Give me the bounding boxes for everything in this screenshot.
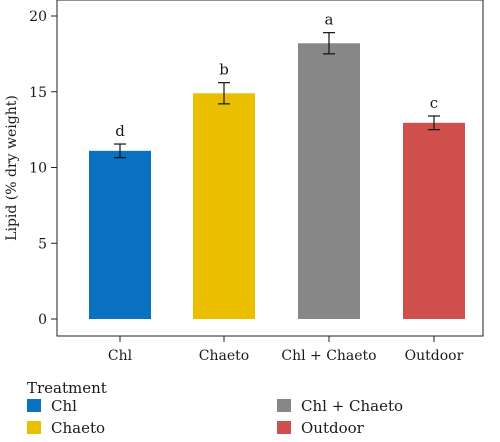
legend-label-chaeto: Chaeto <box>51 419 105 437</box>
legend-swatch-chaeto <box>27 421 41 434</box>
y-tick-label: 0 <box>38 312 47 328</box>
y-tick-label: 5 <box>38 236 47 252</box>
y-axis-title: Lipid (% dry weight) <box>4 95 20 241</box>
y-tick-labels: 0 5 10 15 20 <box>29 9 57 328</box>
x-tick-labels: Chl Chaeto Chl + Chaeto Outdoor <box>108 336 464 364</box>
y-tick-label: 10 <box>29 161 47 177</box>
significance-label-chaeto: b <box>219 61 229 79</box>
legend-title: Treatment <box>27 379 107 397</box>
x-tick-label-chl: Chl <box>108 348 133 364</box>
bar-chaeto <box>193 93 255 319</box>
bar-series <box>89 43 465 320</box>
significance-labels: d b a c <box>115 11 438 140</box>
legend-label-chl-chaeto: Chl + Chaeto <box>301 397 403 415</box>
bar-outdoor <box>403 122 465 320</box>
legend-label-chl: Chl <box>51 397 77 415</box>
x-tick-label-chl-chaeto: Chl + Chaeto <box>281 348 376 364</box>
y-tick-label: 15 <box>29 85 47 101</box>
x-tick-label-chaeto: Chaeto <box>199 348 249 364</box>
legend-swatch-outdoor <box>277 421 291 434</box>
bar-chl-chaeto <box>298 43 360 320</box>
bar-chl <box>89 150 151 319</box>
legend-label-outdoor: Outdoor <box>301 419 365 437</box>
legend-swatch-chl <box>27 399 41 412</box>
legend-swatch-chl-chaeto <box>277 399 291 412</box>
y-tick-label: 20 <box>29 9 47 25</box>
error-bars <box>114 32 440 159</box>
significance-label-chl-chaeto: a <box>325 11 334 29</box>
significance-label-chl: d <box>115 122 125 140</box>
x-tick-label-outdoor: Outdoor <box>405 348 464 364</box>
legend: Treatment Chl Chaeto Chl + Chaeto Outdoor <box>27 379 403 437</box>
significance-label-outdoor: c <box>430 94 438 112</box>
